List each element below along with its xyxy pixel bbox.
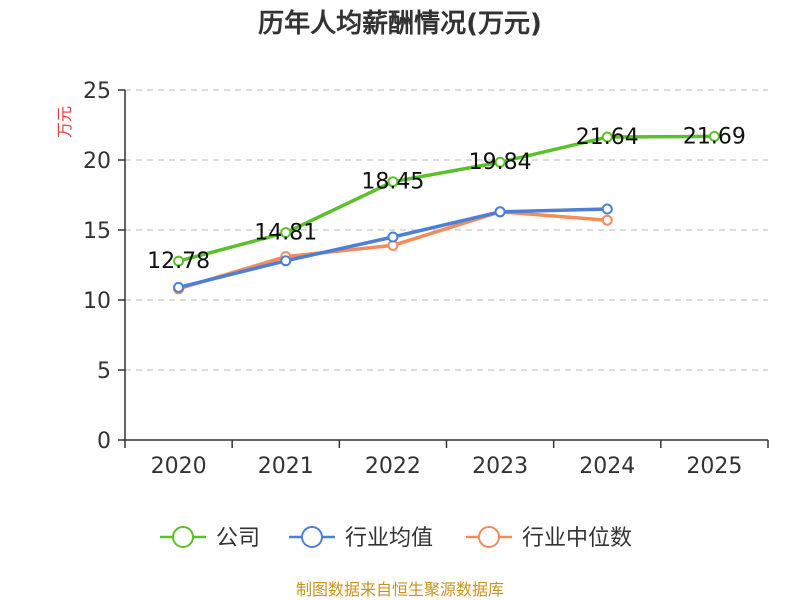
data-point [173,281,185,293]
data-label: 19.84 [469,150,532,175]
data-point [387,231,399,243]
x-tick-label: 2022 [365,454,421,479]
y-tick-label: 20 [83,149,111,174]
data-label: 21.64 [576,125,639,150]
x-tick-label: 2021 [258,454,314,479]
data-point [173,255,185,267]
legend-label: 公司 [216,526,260,551]
legend-swatch-marker [172,526,194,548]
data-label: 12.78 [147,249,210,274]
data-label: 18.45 [361,170,424,195]
series-line [178,134,715,263]
data-label: 14.81 [254,221,317,246]
legend-swatch-marker [301,526,323,548]
data-labels: 12.78 14.81 18.45 19.84 21.64 21.69 [147,124,746,274]
x-tick-label: 2023 [472,454,528,479]
data-point [708,130,720,142]
data-point [601,203,613,215]
x-tick-label: 2025 [686,454,742,479]
data-point [601,214,613,226]
x-tick-label: 2020 [151,454,207,479]
y-tick-label: 5 [97,359,111,384]
data-point [280,227,292,239]
data-point [494,156,506,168]
data-point [601,131,613,143]
y-axis-label: 万元 [55,106,74,138]
y-tick-label: 10 [83,289,111,314]
legend-label: 行业中位数 [522,526,632,551]
legend-label: 行业均值 [345,526,433,551]
chart-title: 历年人均薪酬情况(万元) [258,8,542,39]
x-tick-label: 2024 [579,454,635,479]
y-tick-label: 25 [83,79,111,104]
data-label: 21.69 [683,124,746,149]
legend-swatch-marker [478,526,500,548]
series-group [173,130,720,295]
data-point [494,206,506,218]
legend: 公司 行业均值 行业中位数 [160,526,632,551]
data-point [387,176,399,188]
y-tick-label: 15 [83,219,111,244]
source-note: 制图数据来自恒生聚源数据库 [296,580,504,599]
data-point [280,255,292,267]
y-tick-label: 0 [97,429,111,454]
